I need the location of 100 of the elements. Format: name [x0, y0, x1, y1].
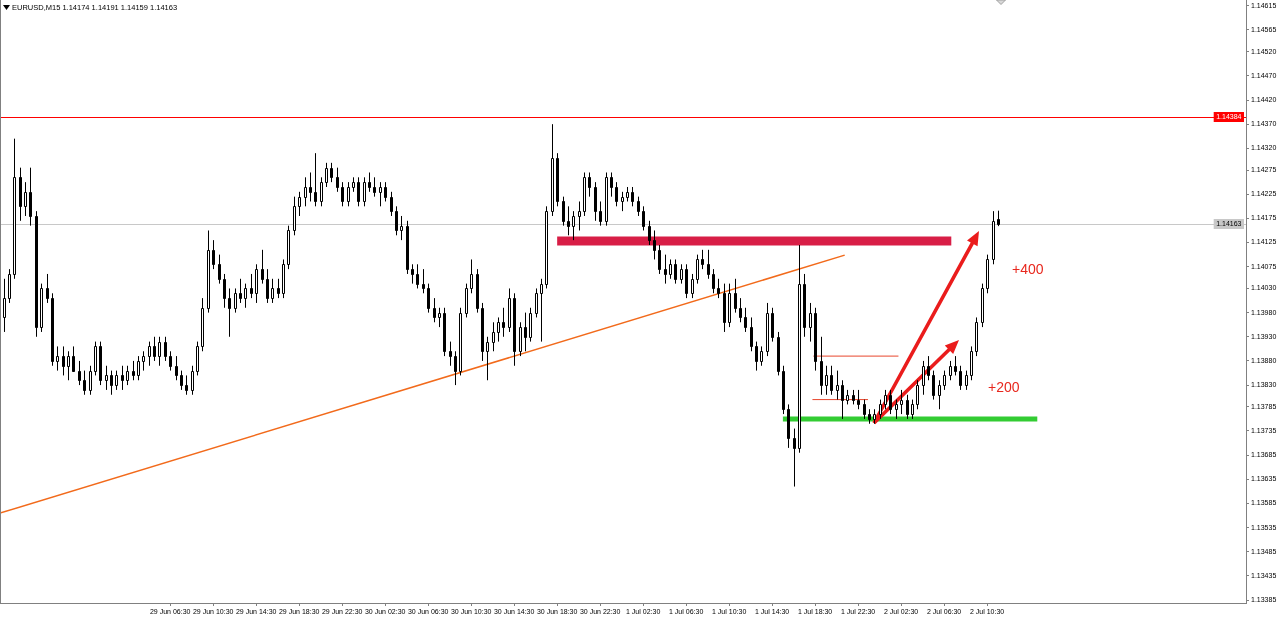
candlestick: [997, 210, 1000, 227]
candlestick: [411, 263, 414, 285]
candlestick: [470, 258, 473, 294]
candlestick: [793, 428, 796, 488]
candlestick: [809, 302, 812, 343]
candlestick: [115, 370, 118, 391]
candlestick: [363, 176, 366, 207]
candlestick: [637, 196, 640, 217]
candlestick: [588, 171, 591, 198]
candlestick: [685, 263, 688, 299]
candlestick: [820, 336, 823, 396]
candlestick: [578, 200, 581, 231]
candlestick: [465, 283, 468, 318]
candlestick: [846, 389, 849, 405]
candlestick: [191, 365, 194, 396]
candlestick: [261, 249, 264, 285]
candlestick: [218, 254, 221, 285]
candlestick: [852, 389, 855, 405]
candlestick: [567, 205, 570, 236]
candlestick: [814, 307, 817, 372]
candlestick: [201, 297, 204, 352]
candlestick: [744, 307, 747, 333]
candlestick: [250, 273, 253, 299]
candlestick: [712, 268, 715, 294]
candlestick: [244, 283, 247, 309]
candlestick: [51, 292, 54, 367]
candlestick: [454, 350, 457, 386]
candlestick: [830, 365, 833, 396]
candlestick: [72, 345, 75, 372]
candlestick: [696, 254, 699, 285]
candlestick: [513, 292, 516, 367]
candlestick: [519, 321, 522, 357]
candlestick: [927, 355, 930, 381]
candlestick: [825, 365, 828, 396]
candlestick: [277, 278, 280, 299]
candlestick: [777, 331, 780, 376]
candlestick: [433, 297, 436, 323]
candlestick: [169, 350, 172, 372]
candlestick: [717, 278, 720, 299]
candlestick: [760, 345, 763, 367]
candlestick: [615, 181, 618, 207]
candlestick: [175, 355, 178, 381]
candlestick: [83, 370, 86, 396]
candlestick: [266, 268, 269, 304]
candlestick: [486, 336, 489, 381]
candlestick: [605, 171, 608, 227]
candlestick: [556, 152, 559, 207]
candlestick: [78, 360, 81, 386]
candlestick: [992, 210, 995, 265]
candlestick: [19, 167, 22, 222]
candlestick: [137, 355, 140, 381]
candlestick: [309, 171, 312, 202]
candlestick: [916, 379, 919, 410]
candlestick: [325, 162, 328, 188]
candlestick: [400, 215, 403, 241]
candlestick: [642, 205, 645, 231]
candlestick: [379, 181, 382, 207]
candlestick: [56, 345, 59, 372]
candlestick: [674, 258, 677, 285]
candlestick: [422, 268, 425, 294]
candlestick: [234, 287, 237, 314]
candlestick: [341, 181, 344, 207]
candlestick: [900, 389, 903, 415]
candlestick: [535, 287, 538, 318]
candlestick: [320, 176, 323, 207]
candlestick: [986, 254, 989, 294]
candlestick: [562, 196, 565, 227]
candlestick: [492, 321, 495, 352]
candlestick: [476, 268, 479, 314]
candlestick: [271, 278, 274, 304]
candlestick: [298, 191, 301, 217]
candlestick: [959, 365, 962, 391]
candlestick: [207, 229, 210, 314]
candlestick: [884, 389, 887, 410]
candlestick: [970, 345, 973, 381]
candlestick: [981, 283, 984, 328]
candlestick: [368, 171, 371, 193]
candlestick: [701, 249, 704, 270]
candlestick: [707, 249, 710, 280]
candlestick: [669, 258, 672, 280]
candlestick: [540, 278, 543, 343]
candlestick: [153, 336, 156, 362]
candlestick: [889, 389, 892, 415]
candlestick: [545, 205, 548, 289]
candlestick: [626, 186, 629, 202]
candlestick: [599, 200, 602, 227]
candlestick: [438, 307, 441, 328]
candlestick: [196, 341, 199, 376]
candlestick: [680, 263, 683, 285]
candlestick: [40, 283, 43, 333]
candlestick: [787, 403, 790, 449]
candlestick: [502, 307, 505, 338]
candlestick: [416, 263, 419, 289]
candlestick: [126, 365, 129, 386]
candlestick: [938, 379, 941, 410]
candlestick: [739, 297, 742, 323]
candlestick: [728, 283, 731, 328]
candlestick: [508, 287, 511, 333]
candlestick: [223, 273, 226, 309]
candlestick: [943, 370, 946, 391]
